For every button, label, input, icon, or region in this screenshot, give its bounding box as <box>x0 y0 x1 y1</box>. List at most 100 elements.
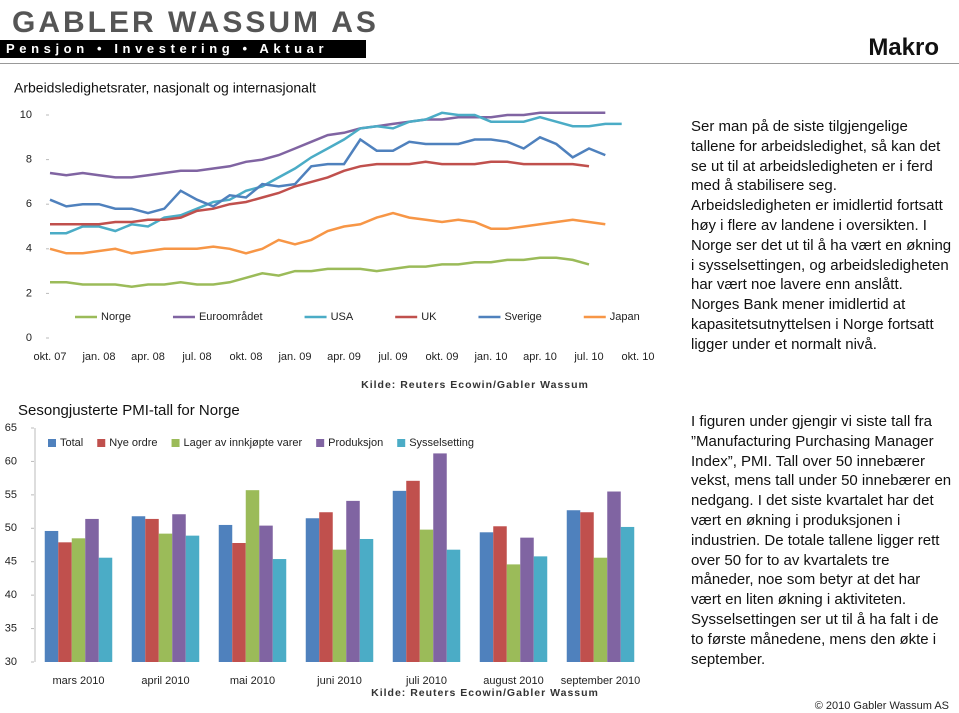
legend-label: Lager av innkjøpte varer <box>184 437 303 449</box>
x-tick-label: jul. 10 <box>573 351 603 363</box>
bar <box>479 532 494 662</box>
bar <box>259 525 273 662</box>
section-title: Makro <box>868 34 939 61</box>
x-tick-label: jan. 09 <box>277 351 311 363</box>
x-tick-label: apr. 10 <box>523 351 557 363</box>
bar <box>58 542 72 662</box>
x-tick-label: okt. 08 <box>229 351 262 363</box>
line-series <box>50 160 590 226</box>
line-series <box>49 135 606 215</box>
bar <box>620 526 635 662</box>
y-tick-label: 8 <box>26 154 32 166</box>
legend-swatch <box>48 439 56 447</box>
bar <box>319 512 333 662</box>
bar <box>566 510 581 662</box>
legend-label: Japan <box>610 311 640 323</box>
legend-label: UK <box>421 311 437 323</box>
x-tick-label: mai 2010 <box>230 675 275 687</box>
bar <box>392 490 407 662</box>
bar <box>607 491 621 662</box>
tagline: Pensjon • Investering • Aktuar <box>0 40 366 58</box>
x-tick-label: juni 2010 <box>316 675 362 687</box>
bar <box>359 538 374 662</box>
y-tick-label: 30 <box>5 656 17 668</box>
header-rule <box>0 63 959 64</box>
bar <box>158 533 173 662</box>
charts: Arbeidsledighetsrater, nasjonalt og inte… <box>5 80 655 699</box>
bar <box>272 559 287 662</box>
line-series <box>49 111 606 179</box>
bar <box>305 518 320 662</box>
bar <box>218 524 233 662</box>
y-tick-label: 4 <box>26 243 32 255</box>
x-tick-label: jul. 08 <box>181 351 211 363</box>
bar <box>506 564 521 662</box>
y-tick-label: 55 <box>5 489 17 501</box>
bar <box>71 538 86 662</box>
chart-title: Arbeidsledighetsrater, nasjonalt og inte… <box>14 80 316 96</box>
bar <box>332 549 347 662</box>
x-tick-label: okt. 10 <box>621 351 654 363</box>
bar <box>245 490 260 662</box>
chart-source: Kilde: Reuters Ecowin/Gabler Wassum <box>371 687 599 699</box>
bar <box>433 453 447 662</box>
x-tick-label: april 2010 <box>141 675 189 687</box>
y-tick-label: 10 <box>20 109 32 121</box>
legend-swatch <box>316 439 325 447</box>
footer: © 2010 Gabler Wassum AS <box>814 700 949 712</box>
bar <box>346 500 360 662</box>
x-tick-label: apr. 08 <box>131 351 165 363</box>
x-tick-label: jan. 10 <box>473 351 507 363</box>
line-series <box>49 211 606 255</box>
bar <box>533 556 548 662</box>
x-tick-label: jul. 09 <box>377 351 407 363</box>
paragraph: Ser man på de siste tilgjengelige tallen… <box>691 118 952 353</box>
bar <box>44 530 59 662</box>
legend-label: Sysselsetting <box>409 437 474 449</box>
bar <box>98 557 113 662</box>
x-tick-label: okt. 07 <box>33 351 66 363</box>
bar <box>145 518 159 662</box>
bar <box>446 549 461 662</box>
legend-label: Produksjon <box>328 437 383 449</box>
bar <box>85 518 99 662</box>
y-tick-label: 0 <box>26 332 32 344</box>
bar <box>172 514 186 662</box>
legend-label: Norge <box>101 311 131 323</box>
line-series <box>50 111 622 235</box>
legend-label: Sverige <box>504 311 541 323</box>
bar <box>593 557 608 662</box>
bar <box>580 512 594 662</box>
x-tick-label: apr. 09 <box>327 351 361 363</box>
y-tick-label: 40 <box>5 589 17 601</box>
legend-swatch <box>397 439 406 447</box>
y-tick-label: 60 <box>5 455 17 467</box>
paragraph: I figuren under gjengir vi siste tall fr… <box>691 413 952 668</box>
x-tick-label: august 2010 <box>483 675 544 687</box>
bar <box>185 535 200 662</box>
legend-swatch <box>171 439 180 447</box>
y-tick-label: 2 <box>26 287 32 299</box>
x-tick-label: okt. 09 <box>425 351 458 363</box>
bar <box>493 526 507 662</box>
chart-title: Sesongjusterte PMI-tall for Norge <box>18 402 240 419</box>
legend-label: Nye ordre <box>109 437 157 449</box>
x-tick-label: juli 2010 <box>405 675 447 687</box>
chart-source: Kilde: Reuters Ecowin/Gabler Wassum <box>361 379 589 391</box>
bar <box>419 529 434 662</box>
legend-label: Total <box>60 437 83 449</box>
company-name: GABLER WASSUM AS <box>12 6 379 39</box>
y-tick-label: 65 <box>5 422 17 434</box>
y-tick-label: 50 <box>5 522 17 534</box>
legend-swatch <box>97 439 106 447</box>
line-series <box>50 256 590 288</box>
x-tick-label: mars 2010 <box>53 675 105 687</box>
legend-label: USA <box>331 311 354 323</box>
y-tick-label: 35 <box>5 622 17 634</box>
bar <box>406 480 420 662</box>
bar <box>520 537 534 662</box>
bar <box>131 516 146 662</box>
bar <box>232 542 246 662</box>
y-tick-label: 6 <box>26 198 32 210</box>
legend-label: Euroområdet <box>199 311 263 323</box>
